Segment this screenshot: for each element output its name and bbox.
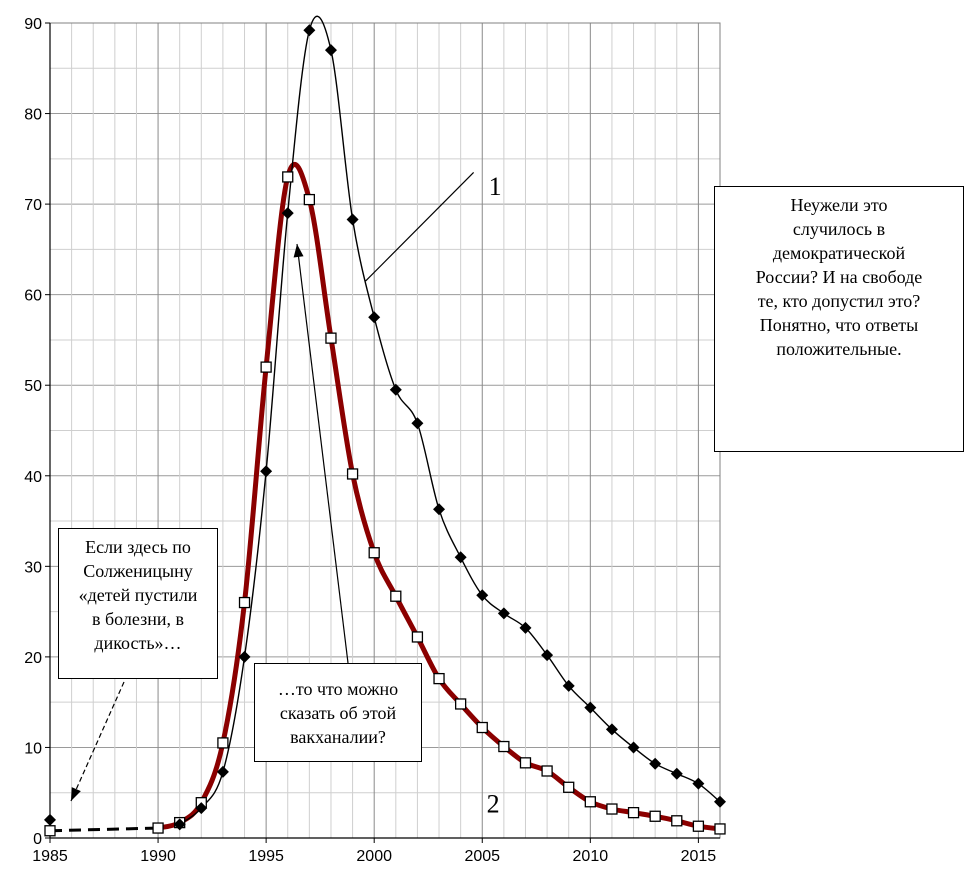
series-2-point: [238, 596, 251, 609]
series-2-point: [671, 815, 683, 827]
y-tick-label: 20: [24, 650, 42, 667]
y-tick-label: 10: [24, 740, 42, 757]
series-2-point: [584, 796, 596, 808]
x-tick-label: 2005: [464, 848, 500, 865]
x-tick-label: 2000: [356, 848, 392, 865]
y-tick-label: 0: [33, 831, 42, 848]
series-1-point: [519, 621, 532, 634]
series-2-point: [390, 590, 402, 602]
y-tick-label: 80: [24, 107, 42, 124]
series-1-point: [368, 311, 381, 324]
series-2-point: [44, 825, 56, 837]
series-2-point: [498, 740, 510, 753]
series-2-point: [217, 737, 229, 749]
series-2-point: [325, 332, 337, 344]
series-2-point: [346, 468, 359, 480]
series-1-point: [497, 607, 510, 620]
series-1-point: [173, 818, 186, 831]
series-1-point: [605, 723, 618, 736]
series-2-point: [606, 803, 618, 815]
series-2-point: [692, 820, 705, 832]
series-1-point: [303, 24, 316, 37]
series-1-point: [476, 589, 489, 602]
annotation-left-note: Если здесь по Солженицыну «детей пустили…: [58, 528, 218, 679]
annotation-arrows: [70, 171, 475, 802]
series-1-point: [195, 802, 208, 815]
series-1-point: [238, 650, 251, 663]
leader-line-1: [365, 171, 475, 282]
series-label-1: 1: [489, 172, 502, 201]
x-tick-label: 2010: [573, 848, 609, 865]
series-1-point: [714, 795, 726, 808]
series-1-point: [389, 383, 402, 396]
series-1-point: [44, 813, 56, 826]
y-tick-label: 50: [24, 378, 42, 395]
series-1-point: [260, 465, 273, 478]
annotation-right-note: Неужели это случилось в демократической …: [714, 186, 964, 452]
arrow-left-note-head: [71, 787, 81, 801]
x-tick-label: 2015: [681, 848, 717, 865]
y-tick-label: 60: [24, 288, 42, 305]
series-1-point: [216, 765, 229, 778]
tick-labels: 0 10 20 30 40 50 60 70 80 90 1985 1990 1995 2000 2005 2…: [24, 16, 716, 865]
x-tick-label: 1995: [248, 848, 284, 865]
y-tick-label: 30: [24, 559, 42, 576]
arrow-left-note: [70, 681, 125, 802]
series-1-point: [692, 777, 705, 790]
series-1-point: [562, 679, 575, 692]
series-1-point: [346, 213, 359, 226]
series-2-point: [649, 810, 661, 822]
series-1-point: [649, 757, 662, 770]
series-2-point: [454, 698, 467, 710]
series-2-point: [476, 721, 488, 734]
y-tick-label: 90: [24, 16, 42, 33]
series-1-point: [541, 649, 554, 662]
series-1-point: [670, 767, 683, 780]
series-2-point: [282, 171, 294, 183]
series-1-point: [411, 417, 424, 430]
series-1-point: [433, 503, 446, 516]
series-1-point: [627, 741, 640, 754]
arrow-middle-note: [296, 243, 349, 664]
series-2-point: [411, 631, 424, 643]
data-series: [44, 15, 726, 837]
series-2-point: [433, 672, 445, 685]
y-tick-label: 40: [24, 469, 42, 486]
annotation-middle-note: …то что можно сказать об этой вакханалии…: [254, 663, 422, 762]
series-2-point: [368, 547, 380, 559]
series-2-point: [152, 822, 164, 834]
series-1-point: [324, 44, 337, 57]
x-tick-label: 1990: [140, 848, 176, 865]
arrow-middle-note-head: [293, 244, 304, 258]
series-1-point: [454, 551, 467, 564]
series-2-point: [541, 765, 553, 777]
series-label-2: 2: [487, 789, 500, 818]
series-1-point: [281, 207, 294, 220]
series-2-point: [563, 781, 575, 793]
series-2-point: [714, 823, 726, 835]
series-2-point: [303, 193, 316, 206]
y-tick-label: 70: [24, 197, 42, 214]
series-2-point: [519, 757, 532, 769]
x-tick-label: 1985: [32, 848, 68, 865]
series-2-point: [260, 361, 272, 373]
series-1-point: [584, 701, 597, 714]
series-2-point: [627, 806, 640, 819]
